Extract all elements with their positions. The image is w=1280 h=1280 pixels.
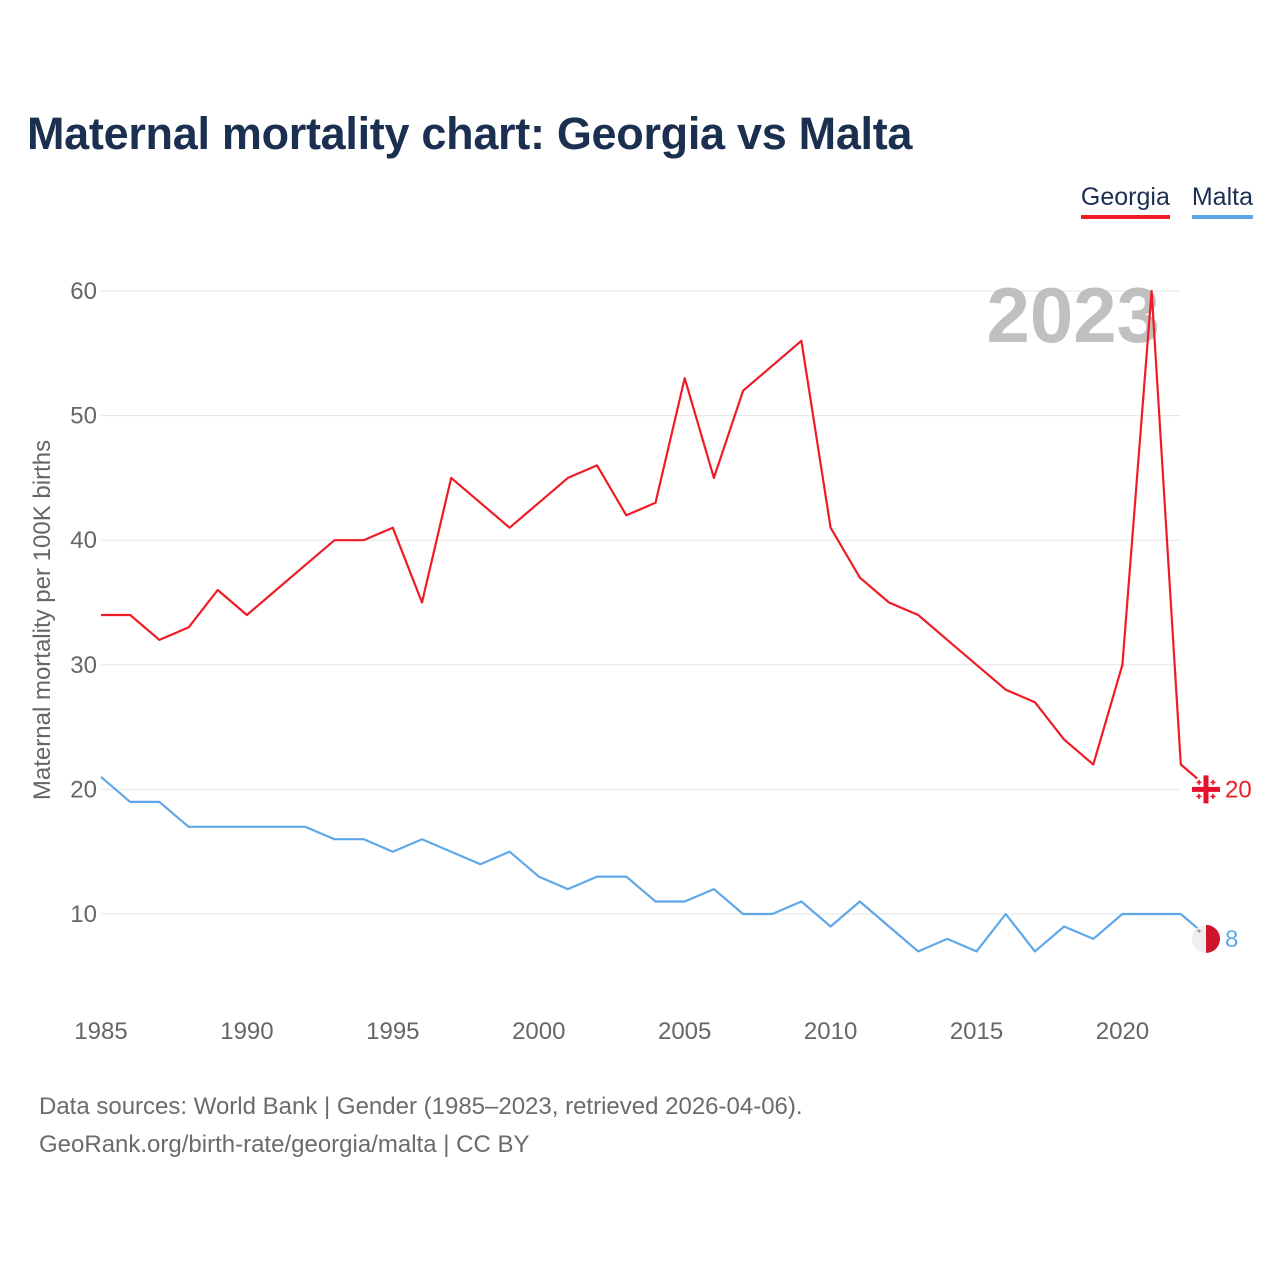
x-tick-label: 1990 (220, 1018, 273, 1045)
y-tick-label: 40 (70, 527, 97, 554)
y-tick-label: 50 (70, 403, 97, 430)
x-tick-label: 2000 (512, 1018, 565, 1045)
chart-plot: 2023 10 20 30 40 50 60 1985 1990 1995 2000 2005 20… (29, 271, 1252, 1045)
grid-lines (101, 290, 1180, 915)
x-tick-label: 2015 (950, 1018, 1003, 1045)
malta-flag-icon (1192, 924, 1220, 953)
georgia-flag-icon (1192, 775, 1220, 804)
y-axis-ticks: 10 20 30 40 50 60 (70, 278, 97, 928)
flag-small-cross (1198, 779, 1200, 785)
legend-item-malta[interactable]: Malta (1191, 183, 1253, 219)
y-tick-label: 30 (70, 652, 97, 679)
flag-small-cross (1198, 793, 1200, 799)
x-tick-label: 1985 (74, 1018, 127, 1045)
flag-red-half (1206, 924, 1220, 953)
x-tick-label: 2005 (658, 1018, 711, 1045)
series-line-malta (100, 776, 1211, 953)
end-markers: 20 8 (1192, 775, 1252, 953)
flag-george-cross (1197, 929, 1201, 933)
footer-link[interactable]: GeoRank.org/birth-rate/georgia/malta | C… (39, 1131, 530, 1158)
page-title: Maternal mortality chart: Georgia vs Mal… (27, 108, 913, 159)
flag-small-cross (1212, 793, 1214, 799)
footer-sources: Data sources: World Bank | Gender (1985–… (39, 1093, 803, 1120)
flag-small-cross (1212, 779, 1214, 785)
end-value-label-georgia: 20 (1225, 776, 1252, 803)
y-tick-label: 20 (70, 776, 97, 803)
y-tick-label: 60 (70, 278, 97, 305)
x-tick-label: 1995 (366, 1018, 419, 1045)
legend: Georgia Malta (1080, 183, 1253, 219)
x-tick-label: 2010 (804, 1018, 857, 1045)
x-tick-label: 2020 (1096, 1018, 1149, 1045)
series-line-georgia (101, 289, 1211, 791)
year-watermark: 2023 (986, 271, 1160, 359)
footer: Data sources: World Bank | Gender (1985–… (39, 1088, 803, 1164)
y-tick-label: 10 (70, 901, 97, 928)
series-lines (100, 289, 1211, 953)
x-axis-ticks: 1985 1990 1995 2000 2005 2010 2015 2020 (74, 1018, 1149, 1045)
end-value-label-malta: 8 (1225, 926, 1238, 953)
legend-item-georgia[interactable]: Georgia (1080, 183, 1170, 219)
flag-cross-v (1203, 775, 1209, 804)
y-axis-label: Maternal mortality per 100K births (29, 440, 56, 800)
